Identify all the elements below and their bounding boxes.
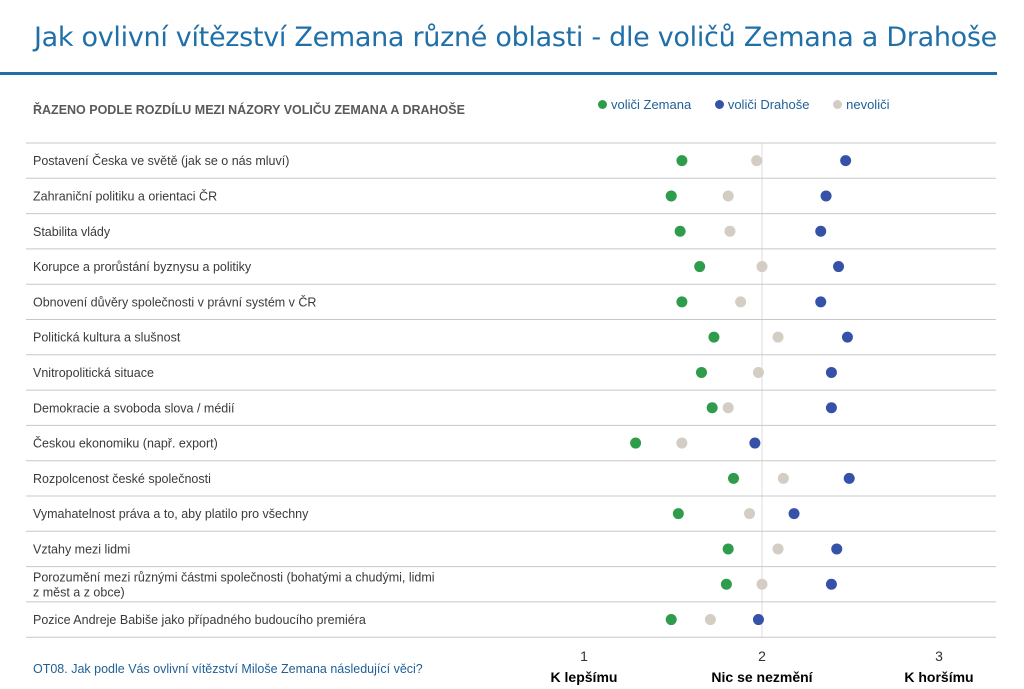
chart-subtitle: ŘAZENO PODLE ROZDÍLU MEZI NÁZORY VOLIČU … bbox=[33, 103, 465, 117]
dot-nevolici bbox=[722, 402, 734, 414]
dot-zeman bbox=[728, 472, 740, 484]
category-label: Českou ekonomiku (např. export) bbox=[33, 436, 218, 451]
dot-zeman bbox=[630, 437, 642, 449]
dot-drahos bbox=[815, 296, 827, 308]
legend-item-nevolici: nevoliči bbox=[833, 97, 889, 112]
dot-nevolici bbox=[772, 543, 784, 555]
legend-marker-drahos bbox=[714, 100, 724, 109]
dot-zeman bbox=[672, 508, 684, 520]
dot-nevolici bbox=[756, 261, 768, 273]
dot-drahos bbox=[815, 225, 827, 237]
legend-item-drahos: voliči Drahoše bbox=[714, 97, 810, 112]
category-label: Korupce a prorůstání byznysu a politiky bbox=[33, 260, 252, 274]
category-label: Demokracie a svoboda slova / médií bbox=[33, 401, 235, 415]
dot-zeman bbox=[665, 190, 677, 202]
dot-zeman bbox=[720, 578, 732, 590]
dot-zeman bbox=[665, 614, 677, 626]
dot-nevolici bbox=[751, 155, 763, 167]
dot-drahos bbox=[752, 614, 764, 626]
category-label: Vymahatelnost práva a to, aby platilo pr… bbox=[33, 507, 309, 521]
dot-zeman bbox=[676, 296, 688, 308]
dot-zeman bbox=[676, 155, 688, 167]
x-axis-name-nochange: Nic se nezmění bbox=[711, 669, 813, 685]
x-axis-name-worse: K horšímu bbox=[904, 669, 974, 685]
dot-drahos bbox=[843, 472, 855, 484]
x-tick-label-3: 3 bbox=[935, 648, 943, 664]
dot-drahos bbox=[825, 402, 837, 414]
legend-label-zeman: voliči Zemana bbox=[611, 97, 692, 112]
category-label: Zahraniční politiku a orientaci ČR bbox=[33, 188, 217, 203]
dot-nevolici bbox=[704, 614, 716, 626]
dot-nevolici bbox=[722, 190, 734, 202]
dot-drahos bbox=[841, 331, 853, 343]
x-axis-name-better: K lepšímu bbox=[550, 669, 618, 685]
legend-item-zeman: voliči Zemana bbox=[598, 97, 691, 112]
legend-marker-nevolici bbox=[833, 100, 843, 109]
dot-zeman bbox=[706, 402, 718, 414]
x-tick-label-1: 1 bbox=[580, 648, 588, 664]
category-label: Vnitropolitická situace bbox=[33, 366, 154, 380]
dot-drahos bbox=[788, 508, 800, 520]
dot-nevolici bbox=[676, 437, 688, 449]
dot-zeman bbox=[674, 225, 686, 237]
dot-drahos bbox=[833, 261, 845, 273]
title-underline bbox=[0, 72, 997, 75]
category-label: Stabilita vlády bbox=[33, 225, 111, 239]
x-tick-label-2: 2 bbox=[758, 648, 766, 664]
legend-label-drahos: voliči Drahoše bbox=[727, 97, 810, 112]
dot-nevolici bbox=[724, 225, 736, 237]
chart-title: Jak ovlivní vítězství Zemana různé oblas… bbox=[34, 22, 997, 53]
legend-label-nevolici: nevoliči bbox=[846, 97, 890, 112]
dot-drahos bbox=[825, 366, 837, 378]
dot-drahos bbox=[820, 190, 832, 202]
category-label: Pozice Andreje Babiše jako případného bu… bbox=[33, 613, 366, 627]
dot-nevolici bbox=[772, 331, 784, 343]
category-label: Politická kultura a slušnost bbox=[33, 331, 181, 345]
dot-drahos bbox=[749, 437, 761, 449]
dot-drahos bbox=[825, 578, 837, 590]
category-label: Porozumění mezi různými částmi společnos… bbox=[33, 570, 435, 599]
dot-nevolici bbox=[735, 296, 747, 308]
dot-zeman bbox=[708, 331, 720, 343]
dot-nevolici bbox=[744, 508, 756, 520]
dot-nevolici bbox=[752, 366, 764, 378]
dot-zeman bbox=[695, 366, 707, 378]
question-footnote: OT08. Jak podle Vás ovlivní vítězství Mi… bbox=[33, 662, 423, 676]
dot-drahos bbox=[831, 543, 843, 555]
dot-drahos bbox=[840, 155, 852, 167]
legend: voliči Zemana voliči Drahoše nevoliči bbox=[598, 97, 909, 112]
category-label: Rozpolcenost české společnosti bbox=[33, 472, 211, 486]
dot-nevolici bbox=[777, 472, 789, 484]
dot-zeman bbox=[694, 261, 706, 273]
dot-zeman bbox=[722, 543, 734, 555]
category-label: Postavení Česka ve světě (jak se o nás m… bbox=[33, 153, 289, 168]
category-label: Obnovení důvěry společnosti v právní sys… bbox=[33, 294, 316, 309]
category-label: Vztahy mezi lidmi bbox=[33, 542, 130, 556]
dot-nevolici bbox=[756, 578, 768, 590]
legend-marker-zeman bbox=[598, 100, 607, 109]
